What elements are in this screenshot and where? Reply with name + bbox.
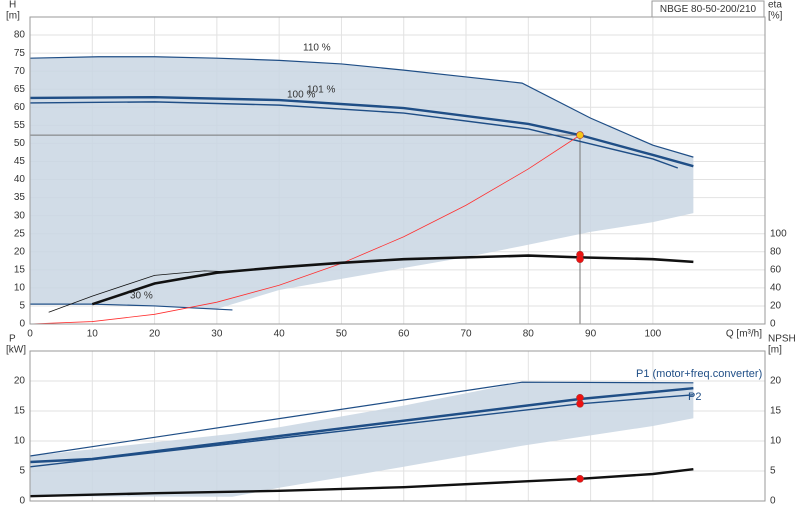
y-tick-label: 10 xyxy=(14,283,26,294)
y2-tick-label: 20 xyxy=(770,376,782,387)
panel: P1 (motor+freq.converter)P20510152005101… xyxy=(6,334,796,507)
y2-axis-unit: [m] xyxy=(768,345,782,356)
y2-tick-label: 10 xyxy=(770,436,782,447)
y2-tick-label: 100 xyxy=(770,229,787,240)
x-tick-label: 80 xyxy=(523,329,535,340)
plot-frame xyxy=(29,16,766,325)
y-tick-label: 5 xyxy=(19,466,25,477)
y-tick-label: 5 xyxy=(19,301,25,312)
duty-point xyxy=(576,474,584,483)
curve xyxy=(91,254,694,306)
curve-label: P1 (motor+freq.converter) xyxy=(636,368,762,380)
y-tick-label: 65 xyxy=(14,84,26,95)
curve xyxy=(29,468,694,498)
x-tick-label: 60 xyxy=(398,329,410,340)
x-tick-label: 70 xyxy=(460,329,472,340)
y2-tick-label: 0 xyxy=(770,496,776,507)
y-tick-label: 45 xyxy=(14,156,26,167)
y-tick-label: 25 xyxy=(14,228,26,239)
y-tick-label: 0 xyxy=(19,319,25,330)
y2-tick-label: 60 xyxy=(770,265,782,276)
y-axis-unit: [m] xyxy=(6,11,20,22)
curve xyxy=(29,101,679,169)
y-tick-label: 15 xyxy=(14,406,26,417)
x-axis-label: Q [m³/h] xyxy=(726,329,762,340)
duty-point xyxy=(576,131,584,139)
y-tick-label: 55 xyxy=(14,120,26,131)
y-tick-label: 10 xyxy=(14,436,26,447)
y2-axis-label: eta xyxy=(768,0,782,11)
y-tick-label: 0 xyxy=(19,496,25,507)
curve-label: P2 xyxy=(688,391,701,403)
curve xyxy=(29,381,694,457)
y2-tick-label: 0 xyxy=(770,319,776,330)
y2-tick-label: 5 xyxy=(770,466,776,477)
x-tick-label: 90 xyxy=(585,329,597,340)
x-tick-label: 10 xyxy=(87,329,99,340)
x-tick-label: 20 xyxy=(149,329,161,340)
plot-frame xyxy=(29,350,766,502)
y2-axis-label: NPSH xyxy=(768,334,796,345)
y-axis-unit: [kW] xyxy=(6,345,26,356)
x-tick-label: 30 xyxy=(211,329,223,340)
y-tick-label: 30 xyxy=(14,210,26,221)
x-tick-label: 0 xyxy=(27,329,33,340)
y2-tick-label: 80 xyxy=(770,247,782,258)
operating-range xyxy=(30,56,694,309)
curve-label: 110 % xyxy=(303,43,331,54)
y2-axis-unit: [%] xyxy=(768,11,783,22)
curve xyxy=(29,387,694,464)
x-tick-label: 50 xyxy=(336,329,348,340)
curve xyxy=(48,270,230,313)
operating-range xyxy=(30,382,694,497)
y-tick-label: 40 xyxy=(14,174,26,185)
y-axis-label: H xyxy=(9,0,16,11)
y-tick-label: 35 xyxy=(14,192,26,203)
y-tick-label: 70 xyxy=(14,66,26,77)
model-label: NBGE 80-50-200/210 xyxy=(660,4,757,15)
curve xyxy=(29,95,694,168)
curve xyxy=(29,134,581,325)
duty-point xyxy=(576,399,584,408)
y-tick-label: 20 xyxy=(14,376,26,387)
y2-tick-label: 40 xyxy=(770,283,782,294)
curve-label: 101 % xyxy=(307,85,335,96)
x-tick-label: 100 xyxy=(645,329,662,340)
y-tick-label: 60 xyxy=(14,102,26,113)
duty-point xyxy=(576,255,584,263)
panel: 110 % 101 %100 % 30 % 0 5 10 15 20 25 30 35 40 45 50 5… xyxy=(6,0,787,340)
y-tick-label: 75 xyxy=(14,48,26,59)
model-box xyxy=(651,0,765,18)
curve-label: 100 % xyxy=(287,90,315,101)
curve-label: 30 % xyxy=(130,291,153,302)
y2-tick-label: 15 xyxy=(770,406,782,417)
curve xyxy=(30,303,233,311)
y2-tick-label: 20 xyxy=(770,301,782,312)
y-axis-label: P xyxy=(9,334,16,345)
y-tick-label: 50 xyxy=(14,138,26,149)
y-tick-label: 20 xyxy=(14,246,26,257)
y-tick-label: 15 xyxy=(14,264,26,275)
y-tick-label: 80 xyxy=(14,30,26,41)
x-tick-label: 40 xyxy=(274,329,286,340)
curve xyxy=(29,56,694,158)
